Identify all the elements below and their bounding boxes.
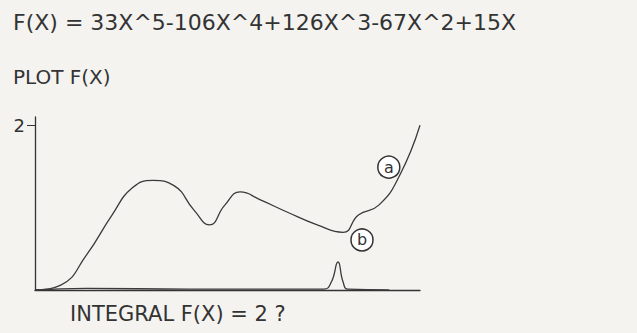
svg-text:INTEGRAL F(X) = 2 ?: INTEGRAL F(X) = 2 ? — [70, 302, 286, 326]
svg-text:2: 2 — [14, 115, 25, 136]
svg-text:a: a — [384, 158, 394, 177]
svg-text:b: b — [357, 230, 367, 249]
svg-text:PLOT F(X): PLOT F(X) — [13, 65, 111, 89]
svg-text:F(X) = 33X^5-106X^4+126X^3-67X: F(X) = 33X^5-106X^4+126X^3-67X^2+15X — [13, 10, 516, 35]
